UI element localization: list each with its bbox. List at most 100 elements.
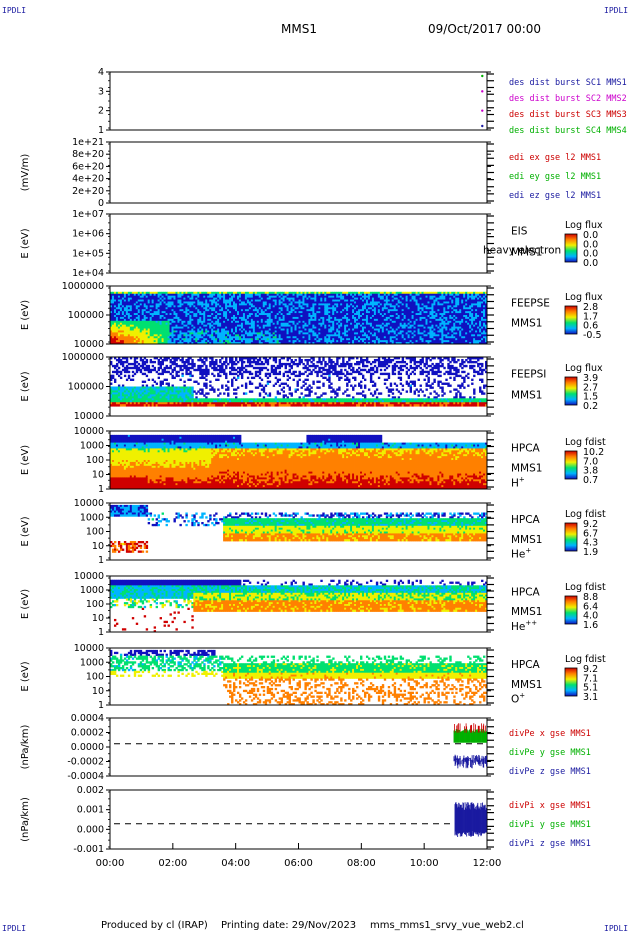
y-tick-label: 0.001: [77, 805, 104, 816]
corner-label-bottom-left: IPDLI: [2, 924, 26, 933]
y-axis-label: E (eV): [20, 445, 31, 475]
panel-label: HPCA: [511, 659, 541, 671]
colorbar-title: Log fdist: [565, 654, 606, 665]
x-axis: 00:00 02:00 04:00 06:00 08:00 10:00 12:00: [96, 843, 501, 869]
colorbar-tick-label: 2.8: [583, 302, 598, 313]
panel-label: MMS1: [511, 246, 542, 258]
y-tick-label: 1: [98, 484, 104, 495]
corner-label-bottom-right: IPDLI: [604, 924, 628, 933]
y-axis-label: E (eV): [20, 661, 31, 691]
y-tick-label: 1000: [80, 441, 104, 452]
colorbar-tick-label: 0.7: [583, 475, 598, 486]
colorbar-tick-label: 1.7: [583, 311, 598, 322]
legend-entry: edi ez gse l2 MMS1: [509, 191, 601, 201]
legend-entry: des dist burst SC2 MMS2: [509, 94, 627, 104]
y-axis-label: (nPa/km): [20, 725, 31, 770]
y-tick-label: 1000: [80, 512, 104, 523]
footer-produced-by: Produced by cl (IRAP): [101, 920, 208, 931]
colorbar-tick-label: 0.0: [583, 258, 598, 269]
y-axis-label: E (eV): [20, 300, 31, 330]
colorbar: [564, 522, 578, 552]
colorbar-tick-label: 7.1: [583, 673, 598, 684]
x-tick-label: 08:00: [347, 858, 376, 869]
y-tick-label: 1e+07: [72, 209, 104, 220]
panel-feepsi: 1000000 100000 10000 E (eV) FEEPSI MMS1 Log fl…: [20, 352, 603, 422]
panel-label: FEEPSI: [511, 369, 546, 381]
colorbar-tick-label: 3.1: [583, 692, 598, 703]
panel-label: HPCA: [511, 587, 541, 599]
legend-entry: divPi z gse MMS1: [509, 839, 591, 849]
panel-frame: [109, 141, 488, 204]
colorbar-tick-label: 9.2: [583, 519, 598, 530]
colorbar: [564, 450, 578, 480]
y-tick-label: 1e+04: [72, 268, 104, 279]
panel-label: HPCA: [511, 514, 541, 526]
spacecraft-title: MMS1: [281, 22, 317, 36]
y-tick-label: 10000: [74, 426, 104, 437]
legend-entry: des dist burst SC1 MMS1: [509, 78, 627, 88]
panel-label: O+: [511, 692, 525, 706]
y-tick-label: 1e+21: [72, 137, 104, 148]
footer-printing-date: Printing date: 29/Nov/2023: [221, 920, 356, 931]
colorbar-tick-label: 2.7: [583, 382, 598, 393]
legend-entry: divPi y gse MMS1: [509, 820, 591, 830]
panel-label: MMS1: [511, 534, 542, 546]
x-tick-label: 10:00: [410, 858, 439, 869]
y-tick-label: 100000: [68, 382, 104, 393]
y-tick-label: 10: [92, 686, 104, 697]
y-axis-label: E (eV): [20, 589, 31, 619]
y-tick-label: 8e+20: [72, 149, 104, 160]
panel-frame: [109, 213, 488, 274]
colorbar-title: Log fdist: [565, 437, 606, 448]
x-tick-label: 06:00: [284, 858, 313, 869]
colorbar-tick-label: 6.7: [583, 528, 598, 539]
y-axis-label: (mV/m): [20, 154, 31, 192]
y-tick-label: 0.0004: [71, 713, 104, 724]
y-axis-label: E (eV): [20, 516, 31, 546]
legend-entry: edi ex gse l2 MMS1: [509, 153, 601, 163]
y-tick-label: 10000: [74, 643, 104, 654]
colorbar-title: Log flux: [565, 220, 603, 231]
y-tick-label: 100: [86, 599, 104, 610]
panel-label: FEEPSE: [511, 297, 550, 309]
y-tick-label: 0.0000: [71, 742, 104, 753]
colorbar: [564, 233, 578, 263]
y-tick-label: 1: [98, 125, 104, 136]
colorbar-tick-label: 1.9: [583, 547, 598, 558]
corner-label-top-right: IPDLI: [604, 6, 628, 15]
y-tick-label: 1000000: [62, 352, 104, 363]
colorbar-title: Log fdist: [565, 582, 606, 593]
legend-entry: des dist burst SC3 MMS3: [509, 110, 627, 120]
y-tick-label: 1000000: [62, 281, 104, 292]
y-tick-label: 0.000: [77, 824, 104, 835]
panel-label: H+: [511, 476, 525, 490]
legend-entry: divPi x gse MMS1: [509, 801, 591, 811]
y-tick-label: 6e+20: [72, 161, 104, 172]
legend-entry: divPe y gse MMS1: [509, 748, 591, 758]
panel-feepse: 1000000 100000 10000 E (eV) FEEPSE MMS1 Log fl…: [20, 281, 603, 350]
x-tick-label: 00:00: [96, 858, 125, 869]
y-tick-label: 1000: [80, 657, 104, 668]
y-tick-label: 1: [98, 700, 104, 711]
y-tick-label: 10: [92, 470, 104, 481]
colorbar-tick-label: 6.4: [583, 601, 598, 612]
y-tick-label: 100000: [68, 310, 104, 321]
date-title: 09/Oct/2017 00:00: [428, 22, 541, 36]
y-axis-label: E (eV): [20, 228, 31, 258]
data-point: [481, 124, 484, 128]
colorbar-title: Log flux: [565, 363, 603, 374]
corner-label-top-left: IPDLI: [2, 6, 26, 15]
legend-entry: edi ey gse l2 MMS1: [509, 172, 601, 182]
panel-label: HPCA: [511, 442, 541, 454]
panel-label: He+: [511, 547, 531, 561]
colorbar-tick-label: 9.2: [583, 664, 598, 675]
panel-dist-burst: 4 3 2 1 des dist burst SC1 MMS1 des dist burs…: [98, 67, 627, 136]
colorbar-tick-label: 0.0: [583, 249, 598, 260]
y-tick-label: -0.001: [73, 844, 104, 855]
